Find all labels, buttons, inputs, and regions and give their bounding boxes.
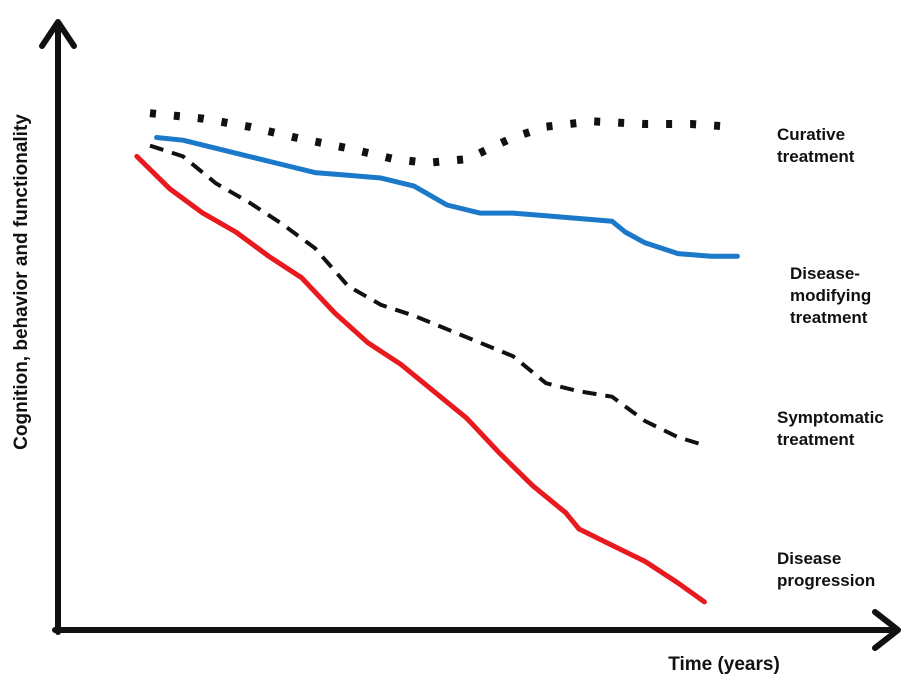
series-label-line: Disease	[777, 549, 841, 568]
series-line-disease-modifying-treatment	[154, 135, 740, 259]
x-axis-title: Time (years)	[668, 654, 780, 675]
x-axis-arrowhead	[872, 609, 901, 651]
series-label-line: Disease-	[790, 264, 860, 283]
axes	[39, 19, 901, 651]
series-line-disease-progression	[134, 153, 707, 605]
y-axis-arrowhead	[39, 19, 77, 49]
series-label-line: Curative	[777, 125, 845, 144]
series-line-symptomatic-treatment	[149, 143, 705, 448]
y-axis-title: Cognition, behavior and functionality	[11, 114, 32, 450]
series-label-line: treatment	[777, 430, 855, 449]
series-label-curative-treatment: Curative treatment	[777, 125, 855, 166]
series-layer	[134, 109, 740, 605]
series-label-line: treatment	[777, 147, 855, 166]
series-labels: Curative treatment Disease-modifying treatm…	[777, 125, 884, 590]
series-label-disease-progression: Disease progression	[777, 549, 875, 590]
series-label-symptomatic-treatment: Symptomatic treatment	[777, 408, 884, 449]
series-label-line: treatment	[790, 308, 868, 327]
series-label-line: Symptomatic	[777, 408, 884, 427]
series-label-disease-modifying-treatment: Disease-modifying treatment	[790, 264, 871, 327]
series-label-line: modifying	[790, 286, 871, 305]
series-label-line: progression	[777, 571, 875, 590]
